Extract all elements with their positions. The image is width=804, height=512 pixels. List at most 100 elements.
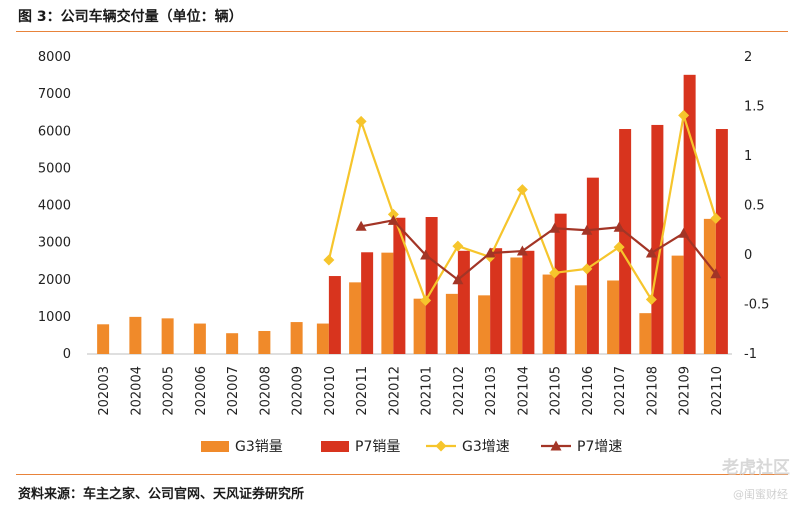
g3-sales-bar	[413, 298, 426, 354]
g3-sales-bar	[703, 218, 716, 354]
g3-growth-point	[355, 115, 367, 127]
y-right-tick-label: 2	[744, 50, 752, 65]
g3-sales-bar	[542, 274, 555, 354]
g3-sales-bar	[639, 313, 652, 354]
g3-sales-bar	[671, 255, 684, 354]
p7-growth-point	[678, 227, 690, 238]
g3-sales-bar	[316, 323, 329, 354]
x-tick-label: 202008	[258, 366, 273, 416]
g3-growth-point	[387, 208, 399, 220]
legend-g3-sales-label: G3销量	[235, 439, 283, 455]
g3-sales-bar	[510, 257, 523, 354]
p7-sales-bar	[490, 248, 503, 354]
x-tick-label: 202107	[613, 366, 628, 416]
g3-growth-point	[645, 294, 657, 306]
g3-growth-point	[581, 263, 593, 275]
y-right-tick-label: 0.5	[744, 199, 765, 214]
x-tick-label: 202109	[678, 366, 693, 416]
p7-sales-bar	[425, 217, 438, 354]
x-tick-label: 202102	[452, 366, 467, 416]
x-tick-label: 202106	[581, 366, 596, 416]
g3-sales-bar	[574, 285, 587, 354]
chart-area: 0 1000 2000 3000 4000 5000 6000 7000 8000 -1 -0.5 0…	[16, 36, 788, 470]
g3-growth-point	[516, 184, 528, 196]
legend-g3-growth-marker	[435, 440, 447, 452]
delivery-chart: 0 1000 2000 3000 4000 5000 6000 7000 8000 -1 -0.5 0…	[38, 50, 769, 455]
x-tick-label: 202101	[420, 366, 435, 416]
p7-sales-bar	[328, 276, 341, 354]
x-tick-label: 202104	[516, 366, 531, 416]
p7-sales-bar	[361, 252, 374, 354]
g3-sales-bar	[381, 252, 394, 354]
x-tick-label: 202009	[291, 366, 306, 416]
top-rule	[16, 31, 788, 32]
p7-sales-bar	[393, 217, 406, 354]
y-left-tick-label: 5000	[38, 161, 71, 176]
legend-p7-growth-label: P7增速	[577, 439, 622, 455]
p7-growth-point	[355, 220, 367, 231]
p7-growth-point	[516, 245, 528, 256]
p7-growth-point	[549, 222, 561, 233]
source-note: 资料来源：车主之家、公司官网、天风证券研究所	[18, 487, 305, 502]
x-tick-label: 202003	[97, 366, 112, 416]
legend-g3-growth-label: G3增速	[462, 439, 510, 455]
g3-sales-bar	[478, 295, 491, 354]
g3-sales-bar	[607, 280, 620, 354]
p7-growth-point	[420, 249, 432, 260]
x-tick-label: 202010	[323, 366, 338, 416]
y-left-tick-label: 3000	[38, 236, 71, 251]
g3-growth-point	[613, 241, 625, 253]
g3-sales-bar	[290, 322, 303, 354]
x-tick-label: 202105	[549, 366, 564, 416]
p7-growth-point	[484, 247, 496, 258]
y-right-tick-label: -1	[744, 347, 757, 362]
legend-p7-sales-label: P7销量	[355, 439, 400, 455]
p7-sales-bar	[651, 124, 664, 354]
g3-sales-bar	[129, 316, 142, 354]
y-right-tick-label: -0.5	[744, 298, 769, 313]
y-left-tick-label: 0	[63, 347, 71, 362]
y-right-tick-label: 1	[744, 149, 752, 164]
bottom-rule	[16, 474, 788, 475]
g3-sales-bar	[193, 323, 206, 354]
x-tick-label: 202005	[162, 366, 177, 416]
g3-sales-bar	[97, 324, 110, 354]
x-tick-label: 202004	[129, 366, 144, 416]
g3-sales-bar	[161, 318, 174, 354]
y-right-tick-label: 1.5	[744, 100, 765, 115]
p7-sales-bar	[522, 250, 535, 354]
g3-sales-bar	[226, 333, 239, 354]
x-tick-label: 202011	[355, 366, 370, 416]
figure-title: 图 3：公司车辆交付量（单位：辆）	[18, 9, 243, 25]
watermark-sub: @闺蜜财经	[733, 488, 788, 501]
x-tick-label: 202006	[194, 366, 209, 416]
p7-growth-point	[452, 274, 464, 285]
legend-p7-growth-marker	[550, 440, 562, 451]
g3-growth-point	[420, 295, 432, 307]
x-tick-label: 202103	[484, 366, 499, 416]
g3-growth-point	[678, 109, 690, 121]
x-tick-label: 202108	[645, 366, 660, 416]
x-tick-label: 202007	[226, 366, 241, 416]
p7-growth-point	[613, 221, 625, 232]
y-left-tick-label: 4000	[38, 199, 71, 214]
g3-sales-bar	[349, 282, 362, 354]
y-left-tick-label: 7000	[38, 87, 71, 102]
legend-g3-sales-swatch	[201, 441, 229, 452]
x-tick-label: 202012	[387, 366, 402, 416]
p7-growth-point	[710, 268, 722, 279]
legend-p7-sales-swatch	[321, 441, 349, 452]
g3-growth-point	[452, 240, 464, 252]
y-left-tick-label: 8000	[38, 50, 71, 65]
x-tick-label: 202110	[710, 366, 725, 416]
p7-sales-bar	[715, 129, 728, 354]
p7-growth-point	[645, 247, 657, 258]
y-right-tick-label: 0	[744, 248, 752, 263]
g3-growth-point	[323, 254, 335, 266]
y-left-tick-label: 1000	[38, 310, 71, 325]
p7-growth-line	[360, 219, 717, 282]
p7-sales-bar	[619, 129, 632, 354]
y-left-tick-label: 6000	[38, 124, 71, 139]
g3-sales-bar	[445, 293, 458, 354]
p7-sales-bar	[554, 213, 567, 354]
